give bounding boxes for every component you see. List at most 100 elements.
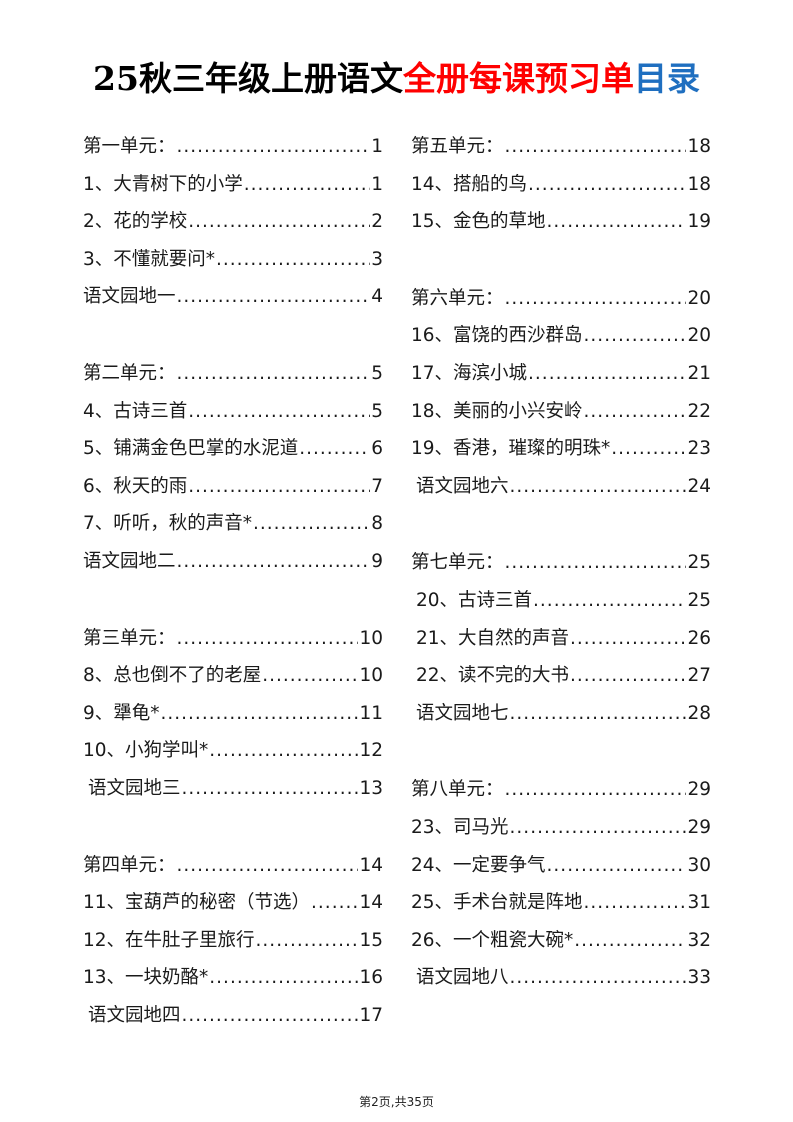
toc-group: 第五单元： 18 14、搭船的鸟 18 15、金色的草地 19 — [411, 128, 711, 241]
toc-entry-page: 17 — [359, 1004, 383, 1026]
toc-entry[interactable]: 25、手术台就是阵地 31 — [411, 884, 711, 922]
toc-entry[interactable]: 10、小狗学叫* 12 — [83, 732, 383, 770]
toc-entry-label: 24、一定要争气 — [411, 854, 546, 876]
toc-entry-label: 第四单元： — [83, 854, 176, 876]
toc-entry-label: 21、大自然的声音 — [416, 627, 570, 649]
toc-entry[interactable]: 语文园地七 28 — [411, 695, 711, 733]
toc-entry-label: 26、一个粗瓷大碗* — [411, 929, 574, 951]
dot-leader — [188, 393, 370, 431]
toc-entry-label: 10、小狗学叫* — [83, 740, 209, 762]
toc-entry[interactable]: 语文园地四 17 — [83, 997, 383, 1035]
toc-group: 第二单元： 5 4、古诗三首 5 5、铺满金色巴掌的水泥道 6 6、秋天的雨 7 7、听听，秋的… — [83, 355, 383, 581]
toc-entry-label: 14、搭船的鸟 — [411, 173, 528, 195]
toc-entry[interactable]: 7、听听，秋的声音* 8 — [83, 505, 383, 543]
dot-leader — [182, 997, 359, 1035]
toc-entry[interactable]: 23、司马光 29 — [411, 809, 711, 847]
title-part-toc: 目录 — [633, 59, 700, 98]
dot-leader — [253, 505, 370, 543]
toc-entry[interactable]: 19、香港，璀璨的明珠* 23 — [411, 430, 711, 468]
toc-entry-label: 25、手术台就是阵地 — [411, 892, 583, 914]
toc-entry[interactable]: 4、古诗三首 5 — [83, 393, 383, 431]
toc-group: 第七单元： 25 20、古诗三首 25 21、大自然的声音 26 22、读不完的大书 27 语文… — [411, 544, 711, 732]
toc-entry[interactable]: 5、铺满金色巴掌的水泥道 6 — [83, 430, 383, 468]
dot-leader — [510, 468, 687, 506]
toc-entry[interactable]: 21、大自然的声音 26 — [411, 620, 711, 658]
toc-entry[interactable]: 13、一块奶酪* 16 — [83, 959, 383, 997]
title-part-highlight: 全册每课预习单 — [402, 59, 634, 98]
dot-leader — [505, 544, 687, 582]
toc-entry[interactable]: 14、搭船的鸟 18 — [411, 166, 711, 204]
toc-entry-label: 8、总也倒不了的老屋 — [83, 665, 262, 687]
toc-entry-label: 15、金色的草地 — [411, 211, 546, 233]
toc-entry[interactable]: 17、海滨小城 21 — [411, 355, 711, 393]
toc-entry[interactable]: 9、犟龟* 11 — [83, 695, 383, 733]
toc-entry-page: 4 — [371, 286, 383, 308]
toc-entry[interactable]: 11、宝葫芦的秘密（节选） 14 — [83, 884, 383, 922]
toc-entry[interactable]: 18、美丽的小兴安岭 22 — [411, 393, 711, 431]
dot-leader — [584, 317, 687, 355]
toc-entry-label: 7、听听，秋的声音* — [83, 513, 253, 535]
toc-entry-label: 11、宝葫芦的秘密（节选） — [83, 892, 311, 914]
dot-leader — [209, 732, 358, 770]
dot-leader — [177, 278, 371, 316]
dot-leader — [510, 809, 687, 847]
toc-entry[interactable]: 12、在牛肚子里旅行 15 — [83, 922, 383, 960]
toc-entry-label: 9、犟龟* — [83, 702, 160, 724]
toc-entry[interactable]: 语文园地八 33 — [411, 959, 711, 997]
toc-entry[interactable]: 20、古诗三首 25 — [411, 582, 711, 620]
toc-entry[interactable]: 22、读不完的大书 27 — [411, 657, 711, 695]
toc-entry-page: 24 — [687, 475, 711, 497]
toc-entry[interactable]: 第八单元： 29 — [411, 771, 711, 809]
dot-leader — [505, 128, 687, 166]
dot-leader — [188, 203, 370, 241]
toc-entry[interactable]: 第二单元： 5 — [83, 355, 383, 393]
toc-entry-label: 17、海滨小城 — [411, 362, 528, 384]
toc-entry[interactable]: 24、一定要争气 30 — [411, 847, 711, 885]
dot-leader — [547, 203, 687, 241]
toc-entry[interactable]: 2、花的学校 2 — [83, 203, 383, 241]
toc-entry[interactable]: 26、一个粗瓷大碗* 32 — [411, 922, 711, 960]
toc-entry[interactable]: 3、不懂就要问* 3 — [83, 241, 383, 279]
toc-entry[interactable]: 语文园地二 9 — [83, 543, 383, 581]
toc-entry-page: 1 — [371, 136, 383, 157]
toc-entry[interactable]: 第五单元： 18 — [411, 128, 711, 166]
toc-group: 第八单元： 29 23、司马光 29 24、一定要争气 30 25、手术台就是阵地 31 26、… — [411, 771, 711, 997]
toc-entry-label: 语文园地二 — [83, 550, 176, 572]
toc-entry[interactable]: 第六单元： 20 — [411, 280, 711, 318]
dot-leader — [510, 959, 687, 997]
toc-entry-label: 语文园地七 — [416, 702, 509, 724]
toc-entry-page: 27 — [687, 665, 711, 687]
toc-entry[interactable]: 语文园地三 13 — [83, 770, 383, 808]
page-title: 25秋三年级上册语文全册每课预习单目录 — [0, 52, 793, 100]
toc-entry-page: 33 — [687, 967, 711, 989]
toc-entry-page: 19 — [687, 211, 711, 233]
toc-entry-page: 14 — [359, 854, 383, 876]
dot-leader — [574, 922, 686, 960]
dot-leader — [584, 884, 687, 922]
toc-entry[interactable]: 第七单元： 25 — [411, 544, 711, 582]
toc-entry[interactable]: 6、秋天的雨 7 — [83, 468, 383, 506]
toc-entry-page: 18 — [687, 136, 711, 157]
toc-entry-label: 3、不懂就要问* — [83, 248, 216, 270]
toc-entry[interactable]: 16、富饶的西沙群岛 20 — [411, 317, 711, 355]
toc-entry[interactable]: 语文园地一 4 — [83, 278, 383, 316]
toc-entry[interactable]: 15、金色的草地 19 — [411, 203, 711, 241]
toc-entry[interactable]: 第四单元： 14 — [83, 847, 383, 885]
toc-group: 第六单元： 20 16、富饶的西沙群岛 20 17、海滨小城 21 18、美丽的小兴安岭 22… — [411, 280, 711, 506]
dot-leader — [547, 847, 687, 885]
dot-leader — [311, 884, 358, 922]
dot-leader — [528, 355, 686, 393]
toc-entry-label: 1、大青树下的小学 — [83, 173, 243, 195]
toc-entry[interactable]: 第一单元： 1 — [83, 128, 383, 166]
toc-entry[interactable]: 8、总也倒不了的老屋 10 — [83, 657, 383, 695]
toc-entry-page: 20 — [687, 287, 711, 309]
toc-entry-page: 32 — [687, 929, 711, 951]
toc-entry[interactable]: 1、大青树下的小学 1 — [83, 166, 383, 204]
toc-entry-page: 18 — [687, 173, 711, 195]
toc-entry[interactable]: 语文园地六 24 — [411, 468, 711, 506]
dot-leader — [177, 847, 359, 885]
toc-column-right: 第五单元：18 14、搭船的鸟 18 15、金色的草地 19 第六单元：2016、富饶的西… — [411, 128, 711, 1036]
dot-leader — [177, 543, 371, 581]
dot-leader — [177, 128, 371, 166]
toc-entry[interactable]: 第三单元： 10 — [83, 620, 383, 658]
